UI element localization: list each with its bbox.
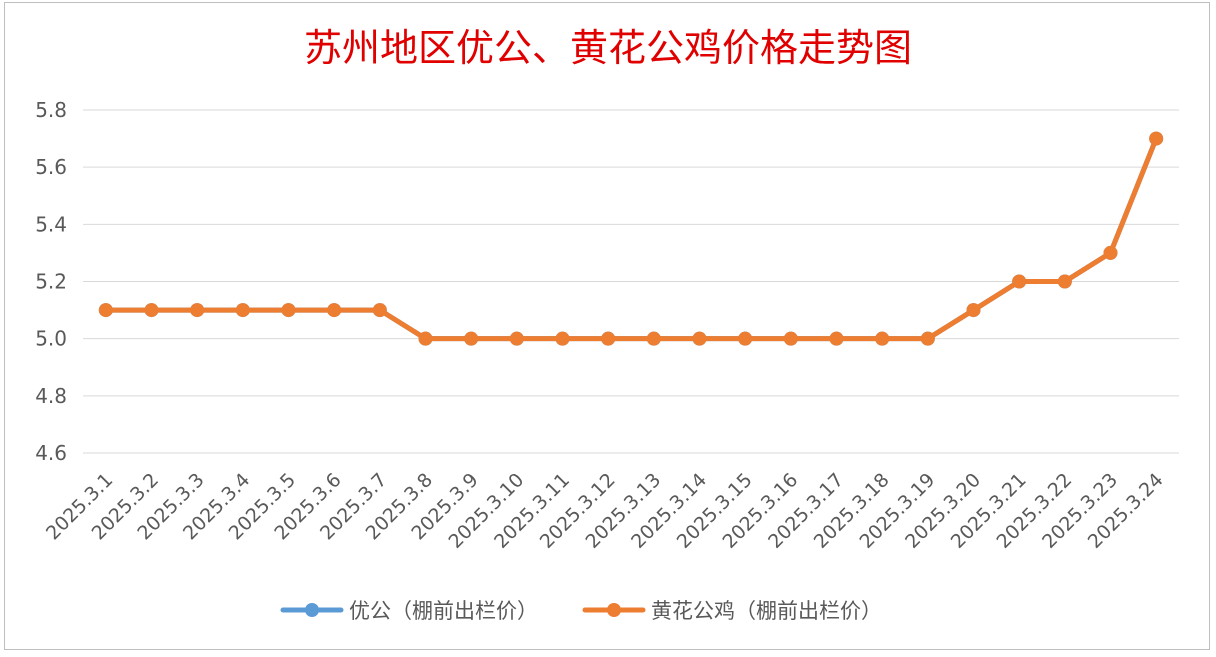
data-point bbox=[738, 331, 753, 346]
y-tick-label: 4.8 bbox=[35, 384, 67, 408]
data-point bbox=[875, 331, 890, 346]
data-point bbox=[464, 331, 479, 346]
series-2 bbox=[98, 131, 1164, 346]
y-tick-label: 5.4 bbox=[35, 212, 67, 236]
data-point bbox=[190, 303, 205, 318]
legend-label: 优公（棚前出栏价） bbox=[349, 599, 538, 623]
data-point bbox=[1012, 274, 1027, 289]
y-tick-label: 5.0 bbox=[35, 327, 67, 351]
data-point bbox=[692, 331, 707, 346]
data-point bbox=[783, 331, 798, 346]
data-point bbox=[281, 303, 296, 318]
legend-marker bbox=[607, 603, 621, 617]
data-point bbox=[966, 303, 981, 318]
legend-item[interactable]: 优公（棚前出栏价） bbox=[280, 599, 538, 623]
data-point bbox=[555, 331, 570, 346]
legend[interactable]: 优公（棚前出栏价） 黄花公鸡（棚前出栏价） bbox=[280, 599, 882, 623]
data-point bbox=[601, 331, 616, 346]
line-chart: 苏州地区优公、黄花公鸡价格走势图 4.6 4.8 5.0 5.2 5.4 5.6 5.8 2… bbox=[35, 26, 1179, 623]
chart-title: 苏州地区优公、黄花公鸡价格走势图 bbox=[304, 26, 912, 70]
legend-label: 黄花公鸡（棚前出栏价） bbox=[651, 599, 882, 623]
data-point bbox=[98, 303, 113, 318]
y-tick-label: 5.6 bbox=[35, 155, 67, 179]
data-point bbox=[1103, 245, 1118, 260]
data-point bbox=[829, 331, 844, 346]
data-point bbox=[509, 331, 524, 346]
legend-item[interactable]: 黄花公鸡（棚前出栏价） bbox=[582, 599, 882, 623]
data-point bbox=[327, 303, 342, 318]
series-group bbox=[98, 131, 1164, 346]
data-point bbox=[1149, 131, 1164, 146]
data-point bbox=[372, 303, 387, 318]
data-point bbox=[646, 331, 661, 346]
y-axis: 4.6 4.8 5.0 5.2 5.4 5.6 5.8 bbox=[35, 98, 67, 465]
series-1 bbox=[98, 131, 1164, 346]
data-point bbox=[1057, 274, 1072, 289]
data-point bbox=[920, 331, 935, 346]
data-point bbox=[418, 331, 433, 346]
series-line bbox=[103, 136, 1159, 342]
x-axis: 2025.3.12025.3.22025.3.32025.3.42025.3.5… bbox=[42, 469, 1168, 553]
chart-area[interactable]: 苏州地区优公、黄花公鸡价格走势图 4.6 4.8 5.0 5.2 5.4 5.6 5.8 2… bbox=[4, 2, 1210, 650]
legend-marker bbox=[305, 603, 319, 617]
y-tick-label: 4.6 bbox=[35, 441, 67, 465]
y-tick-label: 5.2 bbox=[35, 270, 67, 294]
data-point bbox=[144, 303, 159, 318]
y-tick-label: 5.8 bbox=[35, 98, 67, 122]
data-point bbox=[235, 303, 250, 318]
